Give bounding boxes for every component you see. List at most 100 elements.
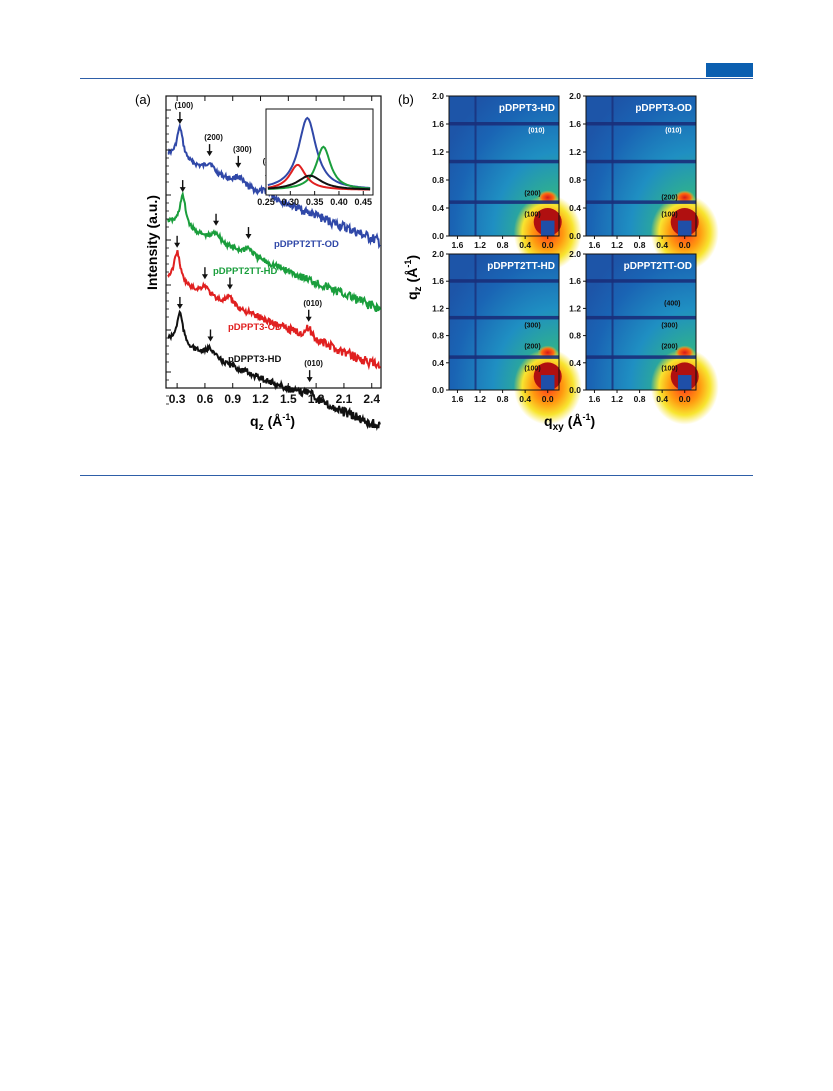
map-y-tick-label: 2.0 (569, 91, 581, 101)
map-y-tick-label: 2.0 (569, 249, 581, 259)
map-x-tick-label: 0.8 (634, 394, 646, 404)
map-reflection-label: (200) (524, 344, 540, 351)
map-x-tick-label: 0.8 (634, 240, 646, 250)
map-detector-gap-v (474, 254, 477, 390)
peak-arrowhead-pDPPT3-HD (306, 377, 313, 383)
peak-arrowhead-pDPPT3-OD (305, 316, 312, 322)
map-y-tick-label: 0.4 (569, 358, 581, 368)
map-detector-gap-h (449, 315, 559, 320)
map-frame (585, 253, 697, 391)
map-title: pDPPT2TT-HD (487, 261, 555, 272)
map-y-tick-label: 0.8 (569, 331, 581, 341)
series-line-pDPPT3-HD (167, 309, 381, 432)
series-line-pDPPT2TT-OD (167, 122, 381, 250)
map-reflection-label: (010) (665, 127, 681, 134)
top-rule (80, 78, 753, 79)
map-detector-gap-v (611, 254, 614, 390)
page-corner-tab (706, 63, 753, 77)
map-title: pDPPT3-OD (635, 103, 692, 114)
panel-a-x-axis-label: qz (Å-1) (250, 412, 295, 433)
map-x-tick-label: 0.8 (497, 240, 509, 250)
peak-label: (100) (175, 101, 194, 110)
panel-b-x-axis-label: qxy (Å-1) (544, 412, 595, 433)
map-y-tick-label: 0.8 (432, 175, 444, 185)
map-y-tick-label: 0.8 (432, 331, 444, 341)
map-x-tick-label: 0.4 (656, 394, 668, 404)
map-y-tick-label: 0.0 (432, 385, 444, 395)
map-detector-gap-h (586, 279, 696, 283)
inset-x-tick-label: 0.35 (306, 197, 324, 207)
map-detector-gap-h (449, 279, 559, 283)
map-x-tick-label: 0.4 (519, 394, 531, 404)
map-reflection-label: (200) (524, 190, 540, 197)
map-y-tick-label: 0.0 (569, 231, 581, 241)
map-reflection-label: (100) (524, 365, 540, 372)
map-x-tick-label: 0.8 (497, 394, 509, 404)
peak-label: (300) (233, 145, 252, 154)
map-detector-gap-h (586, 122, 696, 126)
map-reflection-label: (300) (524, 322, 540, 329)
panel-a-y-axis-label: Intensity (a.u.) (144, 195, 160, 290)
map-x-tick-label: 0.4 (656, 240, 668, 250)
inset-peak-curve (267, 145, 371, 190)
map-beamstop (540, 375, 555, 390)
map-detector-gap-h (586, 159, 696, 164)
map-y-tick-label: 1.2 (569, 147, 581, 157)
map-y-tick-label: 1.6 (569, 119, 581, 129)
map-y-tick-label: 0.4 (432, 203, 444, 213)
panel-a-frame (165, 95, 382, 389)
map-detector-gap-v (474, 96, 477, 236)
map-detector-gap-h (449, 159, 559, 164)
x-tick-label: 2.1 (336, 392, 353, 406)
map-x-tick-label: 1.6 (452, 394, 464, 404)
map-frame (448, 95, 560, 237)
map-reflection-label: (300) (661, 322, 677, 329)
x-tick-label: 0.6 (197, 392, 214, 406)
panel-b-label: (b) (398, 92, 414, 107)
map-x-tick-label: 1.6 (589, 240, 601, 250)
series-line-pDPPT3-OD (167, 249, 381, 371)
map-y-tick-label: 2.0 (432, 249, 444, 259)
peak-arrowhead-pDPPT2TT-HD (245, 234, 252, 240)
map-y-tick-label: 1.2 (432, 303, 444, 313)
map-reflection-label: (200) (661, 344, 677, 351)
inset-x-tick-label: 0.45 (355, 197, 373, 207)
map-reflection-label: (100) (661, 211, 677, 218)
peak-label: (200) (204, 133, 223, 142)
peak-arrowhead-pDPPT2TT-HD (179, 187, 186, 193)
inset-x-tick-label: 0.25 (257, 197, 275, 207)
map-x-tick-label: 1.2 (474, 394, 486, 404)
map-beamstop (540, 220, 555, 236)
inset-x-tick-label: 0.40 (330, 197, 348, 207)
map-y-tick-label: 1.2 (569, 303, 581, 313)
peak-label: (010) (304, 359, 323, 368)
map-beamstop (677, 220, 692, 236)
panel-a-chart: pDPPT2TT-OD pDPPT2TT-HD pDPPT3-OD pDPPT3-HD… (144, 95, 382, 433)
map-y-tick-label: 1.2 (432, 147, 444, 157)
peak-arrowhead-pDPPT2TT-HD (213, 220, 220, 226)
x-tick-label: 2.4 (363, 392, 380, 406)
map-y-tick-label: 0.0 (569, 385, 581, 395)
map-detector-gap-h (449, 200, 559, 204)
peak-arrowhead-pDPPT3-HD (207, 336, 214, 342)
inset-x-tick-label: 0.30 (282, 197, 300, 207)
inset-peak-curve (267, 174, 371, 191)
map-detector-gap-v (611, 96, 614, 236)
peak-arrowhead-pDPPT2TT-OD (176, 118, 183, 124)
map-y-tick-label: 1.6 (432, 276, 444, 286)
map-y-tick-label: 1.6 (432, 119, 444, 129)
map-y-tick-label: 0.0 (432, 231, 444, 241)
map-detector-gap-h (586, 200, 696, 204)
map-y-tick-label: 0.4 (432, 358, 444, 368)
map-title: pDPPT3-HD (499, 103, 555, 114)
peak-label: (010) (303, 299, 322, 308)
panel-a-label: (a) (135, 92, 151, 107)
map-title: pDPPT2TT-OD (624, 261, 692, 272)
map-reflection-label: (100) (524, 211, 540, 218)
map-x-tick-label: 0.0 (542, 240, 554, 250)
series-label-pDPPT3-OD: pDPPT3-OD (228, 322, 282, 333)
panel-b-chart: pDPPT3-HD (010) (200) (100) 1.6 1.2 0.8 0.4 0.0 0… (403, 91, 719, 433)
map-x-tick-label: 0.0 (679, 394, 691, 404)
map-frame (585, 95, 697, 237)
map-x-tick-label: 1.6 (452, 240, 464, 250)
